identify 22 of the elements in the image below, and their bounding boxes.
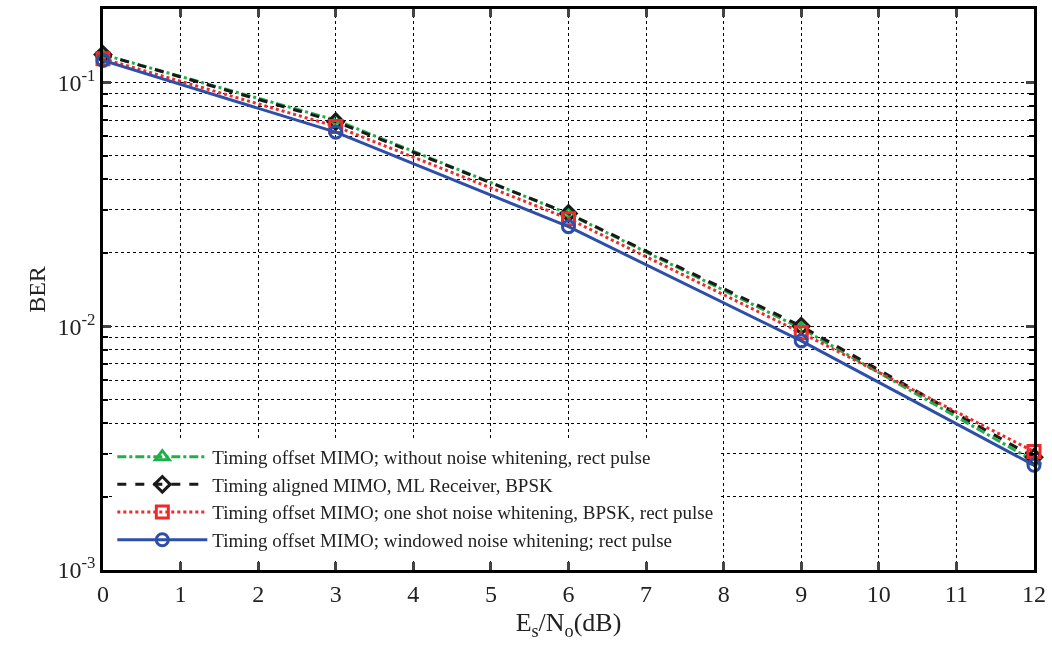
x-tick-label: 5 — [484, 580, 497, 607]
x-tick-label: 6 — [562, 580, 575, 607]
x-tick-label: 2 — [252, 580, 265, 607]
x-tick-label: 9 — [795, 580, 808, 607]
y-tick-label: 10$^{-1}$ — [57, 65, 96, 96]
legend-label: Timing offset MIMO; windowed noise whitening; rect pulse — [212, 530, 672, 552]
legend-label: Timing offset MIMO; without noise whitening, rect pulse — [212, 447, 651, 469]
legend-label: Timing aligned MIMO, ML Receiver, BPSK — [212, 474, 553, 496]
x-tick-label: 1 — [174, 580, 187, 607]
x-tick-label: 0 — [97, 580, 109, 607]
x-tick-label: 3 — [329, 580, 342, 607]
x-tick-label: 4 — [407, 580, 420, 607]
x-tick-label: 7 — [640, 580, 653, 607]
x-tick-label: 12 — [1022, 580, 1046, 607]
y-axis-title: BER — [23, 266, 50, 313]
x-tick-label: 8 — [717, 580, 730, 607]
legend-label: Timing offset MIMO; one shot noise whitening, BPSK, rect pulse — [212, 502, 714, 524]
x-tick-label: 10 — [866, 580, 891, 607]
y-tick-label: 10$^{-3}$ — [57, 553, 96, 584]
y-tick-label: 10$^{-2}$ — [57, 309, 96, 340]
x-axis-title: E$_{s}$/N$_{o}$(dB) — [515, 608, 622, 641]
x-tick-label: 11 — [944, 580, 968, 607]
